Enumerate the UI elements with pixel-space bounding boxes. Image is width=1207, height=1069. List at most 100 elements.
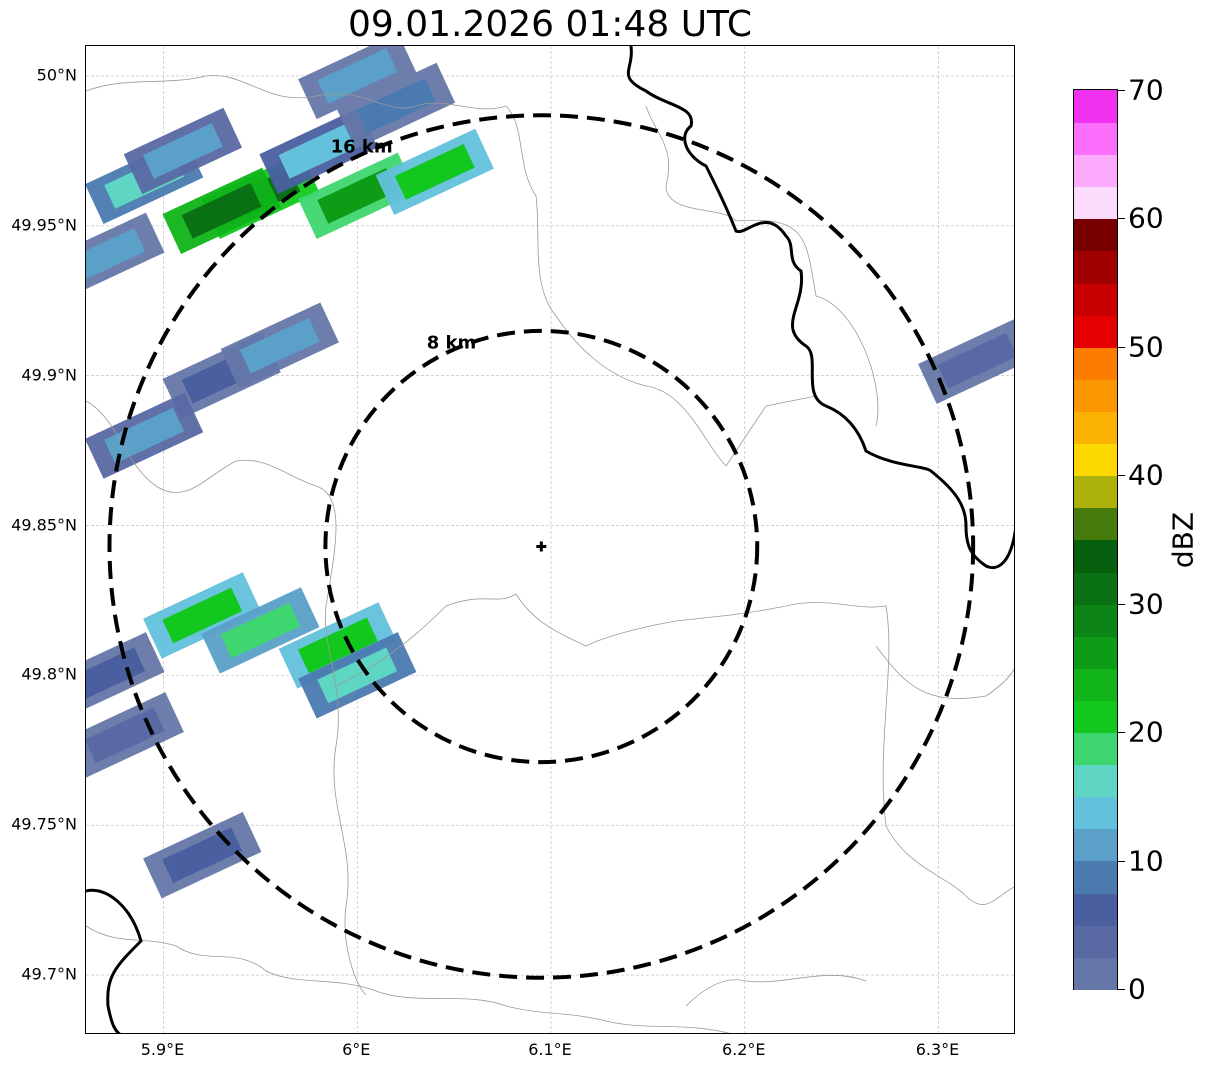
echo-cell [298,632,417,719]
echo-cell [86,632,165,719]
colorbar-segment [1074,378,1117,412]
colorbar-tick-label: 50 [1128,330,1164,364]
colorbar-tick [1118,989,1125,990]
reflectivity-echoes [86,46,1014,899]
lon-tick-label: 6°E [342,1040,371,1059]
colorbar-tick [1118,475,1125,477]
colorbar-segment [1074,346,1117,380]
lat-tick-label: 49.85°N [11,515,77,534]
boundary-line [875,645,1014,699]
range-ring [107,113,976,980]
colorbar-segment [1074,956,1117,990]
echo-cell [86,692,184,779]
lat-tick-label: 49.8°N [21,664,77,684]
echo-cell-core [239,317,320,374]
colorbar-segment [1074,154,1117,188]
range-ring-label: 16 km [331,136,393,157]
boundary-line [645,105,879,427]
echo-cell-core [317,48,398,104]
echo-cell [220,302,339,389]
lon-tick-label: 6.2°E [721,1040,766,1059]
colorbar-tick [1118,603,1125,605]
colorbar-tick-label: 30 [1128,587,1164,621]
boundary-line [335,593,1014,905]
colorbar-segment [1074,924,1117,958]
border-line [86,888,143,1033]
colorbar-segment [1074,860,1117,894]
boundary-line [86,75,817,467]
range-ring-label: 8 km [427,332,477,353]
lat-tick-label: 49.9°N [21,365,77,385]
echo-cell [86,392,204,479]
colorbar-tick [1118,90,1125,91]
colorbar-segment [1074,667,1117,701]
lon-tick-label: 6.3°E [915,1040,960,1059]
colorbar-tick-label: 0 [1128,972,1146,1006]
chart-title: 09.01.2026 01:48 UTC [347,4,753,45]
admin-boundaries [86,75,1014,1033]
colorbar-segment [1074,314,1117,348]
echo-cell [375,128,494,216]
lat-tick-label: 49.95°N [11,215,77,235]
boundary-line [685,974,867,1007]
colorbar-segment [1074,796,1117,830]
echo-cell-core [937,332,1014,389]
radar-site-marker [536,541,547,552]
lon-tick-label: 6.1°E [528,1040,572,1059]
lat-tick-label: 49.75°N [11,814,77,834]
echo-cell-core [86,647,146,704]
colorbar-segment [1074,732,1117,766]
colorbar-segment [1074,218,1117,252]
radar-map-canvas: 16 km 8 km [86,46,1014,1033]
colorbar-tick-label: 60 [1128,201,1164,235]
colorbar-segment [1074,603,1117,637]
colorbar-unit-label: dBZ [1166,511,1200,569]
echo-cell-core [297,617,378,674]
colorbar-segment [1074,475,1117,509]
echo-cell [278,602,398,689]
echo-cell-core [86,227,146,284]
colorbar-segment [1074,90,1117,123]
colorbar-tick [1118,218,1125,220]
colorbar-tick [1118,346,1125,348]
colorbar-segment [1074,892,1117,926]
radar-site-marker [536,541,547,552]
colorbar-segment [1074,122,1117,156]
lat-tick-label: 49.7°N [21,964,77,984]
echo-cell-core [317,647,398,704]
colorbar-segment [1074,828,1117,862]
colorbar-segment [1074,250,1117,284]
colorbar-tick-label: 10 [1128,844,1164,878]
echo-cell-core [317,168,398,224]
echo-cell-core [220,602,301,659]
echo-cell-core [162,587,243,644]
echo-cell-core [104,407,185,464]
echo-cell [162,167,281,255]
colorbar-segment [1074,764,1117,798]
boundary-line [86,925,730,1033]
colorbar-segment [1074,443,1117,477]
colorbar-tick [1118,860,1125,862]
echo-cell-core [356,78,436,134]
colorbar [1073,89,1118,990]
colorbar-segment [1074,411,1117,445]
colorbar-segment [1074,571,1117,605]
colorbar-segment [1074,186,1117,220]
echo-cell [143,811,262,899]
echo-cell-core [162,827,243,884]
colorbar-segment [1074,539,1117,573]
range-rings: 16 km 8 km [107,113,976,980]
echo-cell-core [278,123,359,179]
echo-cell [123,107,243,195]
lat-tick-label: 50°N [36,65,77,85]
colorbar-tick-label: 40 [1128,458,1164,492]
colorbar-tick-label: 70 [1128,73,1164,107]
radar-map: 16 km 8 km [85,45,1015,1034]
echo-cell-core [394,144,475,200]
boundary-line [86,400,367,996]
echo-cell [86,212,165,299]
colorbar-segment [1074,282,1117,316]
colorbar-tick-label: 20 [1128,715,1164,749]
colorbar-segment [1074,507,1117,541]
echo-cell [143,572,262,659]
